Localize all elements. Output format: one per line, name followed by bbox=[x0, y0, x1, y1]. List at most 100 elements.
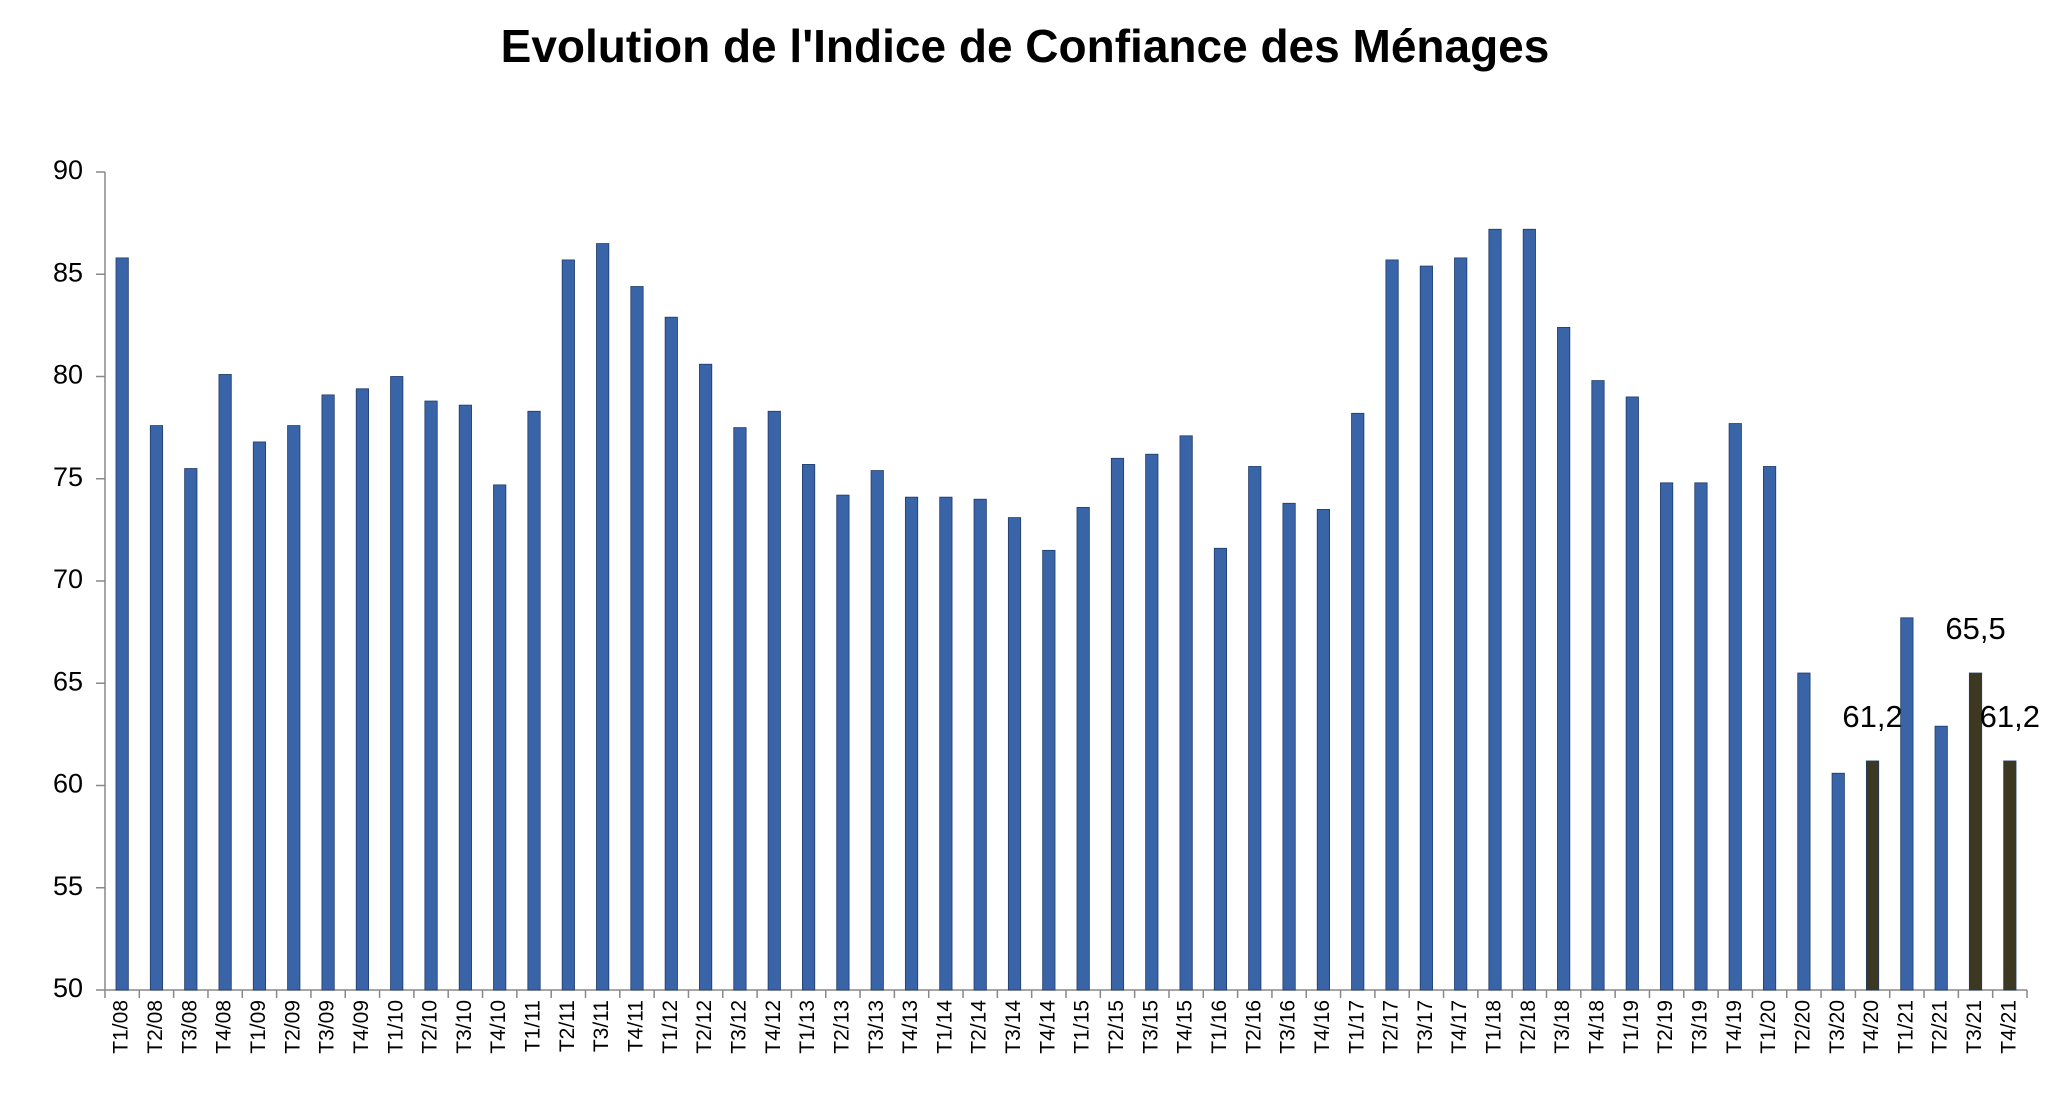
x-tick-label: T1/10 bbox=[384, 1000, 407, 1054]
bar bbox=[1076, 506, 1090, 991]
value-label: 61,2 bbox=[1980, 699, 2040, 734]
x-tick-label: T3/09 bbox=[316, 1000, 339, 1054]
x-tick-label: T1/11 bbox=[522, 1000, 545, 1052]
bar bbox=[1660, 482, 1674, 991]
x-tick-label: T2/16 bbox=[1242, 1000, 1265, 1054]
bar bbox=[1213, 547, 1228, 991]
y-tick-label: 70 bbox=[53, 564, 83, 594]
bar bbox=[836, 494, 850, 991]
y-tick-label: 80 bbox=[53, 360, 83, 390]
bar bbox=[1145, 453, 1159, 991]
x-tick-label: T2/19 bbox=[1654, 1000, 1677, 1054]
x-tick-label: T3/12 bbox=[727, 1000, 750, 1054]
bar bbox=[115, 257, 129, 991]
x-tick-label: T1/19 bbox=[1620, 1000, 1643, 1054]
bar bbox=[1591, 380, 1605, 991]
x-tick-label: T1/08 bbox=[110, 1000, 133, 1054]
bar bbox=[939, 496, 953, 991]
x-tick-label: T4/17 bbox=[1448, 1000, 1471, 1054]
bar bbox=[493, 484, 507, 991]
x-tick-label: T3/20 bbox=[1826, 1000, 1849, 1054]
bar bbox=[527, 410, 541, 991]
bar bbox=[664, 316, 678, 991]
chart-title: Evolution de l'Indice de Confiance des M… bbox=[501, 20, 1550, 72]
x-tick-label: T1/12 bbox=[659, 1000, 682, 1054]
x-tick-label: T4/20 bbox=[1860, 1000, 1883, 1054]
x-tick-label: T3/08 bbox=[178, 1000, 201, 1054]
bar bbox=[321, 394, 335, 991]
x-tick-label: T2/09 bbox=[281, 1000, 304, 1054]
x-tick-label: T4/12 bbox=[762, 1000, 785, 1054]
x-tick-label: T3/18 bbox=[1551, 1000, 1574, 1054]
bar bbox=[1248, 466, 1262, 991]
bar bbox=[1728, 423, 1742, 991]
bar bbox=[218, 374, 232, 991]
x-tick-label: T2/18 bbox=[1517, 1000, 1540, 1054]
x-tick-label: T2/14 bbox=[968, 1000, 991, 1054]
x-tick-label: T2/12 bbox=[693, 1000, 716, 1054]
bar bbox=[1763, 466, 1777, 991]
value-label: 61,2 bbox=[1842, 699, 1902, 734]
x-tick-label: T4/14 bbox=[1036, 1000, 1059, 1054]
bar bbox=[1419, 265, 1433, 991]
x-tick-label: T4/11 bbox=[625, 1000, 648, 1052]
x-tick-label: T3/21 bbox=[1963, 1000, 1986, 1054]
y-tick-label: 90 bbox=[53, 155, 83, 185]
x-tick-label: T4/10 bbox=[487, 1000, 510, 1054]
bar bbox=[1900, 617, 1914, 991]
bar bbox=[1968, 672, 1983, 991]
bar bbox=[2003, 760, 2017, 991]
x-tick-label: T1/13 bbox=[796, 1000, 819, 1054]
bar bbox=[870, 470, 884, 991]
x-tick-label: T1/17 bbox=[1345, 1000, 1368, 1054]
bar bbox=[149, 425, 164, 991]
bar bbox=[630, 286, 644, 991]
y-tick-label: 75 bbox=[53, 462, 83, 492]
bar bbox=[904, 496, 919, 991]
x-tick-label: T2/10 bbox=[419, 1000, 442, 1054]
x-tick-label: T4/15 bbox=[1174, 1000, 1197, 1054]
bar bbox=[973, 498, 987, 991]
bar bbox=[252, 441, 267, 991]
x-tick-label: T1/16 bbox=[1208, 1000, 1231, 1054]
y-tick-label: 55 bbox=[53, 871, 83, 901]
y-tick-label: 65 bbox=[53, 666, 83, 696]
x-tick-label: T3/10 bbox=[453, 1000, 476, 1054]
bar bbox=[1351, 412, 1365, 991]
x-tick-label: T1/21 bbox=[1894, 1000, 1917, 1054]
bar bbox=[802, 464, 816, 991]
bar bbox=[355, 388, 369, 991]
bar bbox=[1179, 435, 1193, 991]
x-tick-label: T4/13 bbox=[899, 1000, 922, 1054]
x-tick-label: T1/09 bbox=[247, 1000, 270, 1054]
x-tick-label: T4/19 bbox=[1723, 1000, 1746, 1054]
x-tick-label: T1/14 bbox=[933, 1000, 956, 1054]
x-tick-label: T3/15 bbox=[1139, 1000, 1162, 1054]
x-tick-label: T2/11 bbox=[556, 1000, 579, 1052]
x-tick-label: T2/17 bbox=[1380, 1000, 1403, 1054]
bar bbox=[1865, 760, 1880, 991]
y-tick-label: 60 bbox=[53, 769, 83, 799]
x-tick-label: T2/21 bbox=[1929, 1000, 1952, 1054]
x-tick-label: T1/20 bbox=[1757, 1000, 1780, 1054]
bar bbox=[1316, 509, 1330, 991]
x-tick-label: T4/09 bbox=[350, 1000, 373, 1054]
x-tick-label: T4/18 bbox=[1586, 1000, 1609, 1054]
x-tick-label: T1/15 bbox=[1071, 1000, 1094, 1054]
x-tick-label: T2/15 bbox=[1105, 1000, 1128, 1054]
x-tick-label: T4/16 bbox=[1311, 1000, 1334, 1054]
x-tick-label: T2/13 bbox=[830, 1000, 853, 1054]
bar bbox=[1522, 228, 1536, 991]
bar bbox=[1934, 725, 1948, 991]
x-tick-label: T3/13 bbox=[865, 1000, 888, 1054]
x-tick-label: T2/08 bbox=[144, 1000, 167, 1054]
bar bbox=[596, 243, 610, 991]
x-tick-label: T4/08 bbox=[213, 1000, 236, 1054]
bar bbox=[767, 410, 781, 991]
bar bbox=[1488, 228, 1502, 991]
bar bbox=[1454, 257, 1468, 991]
bar bbox=[1282, 502, 1296, 991]
bar bbox=[458, 404, 472, 991]
x-tick-label: T4/21 bbox=[1997, 1000, 2020, 1054]
